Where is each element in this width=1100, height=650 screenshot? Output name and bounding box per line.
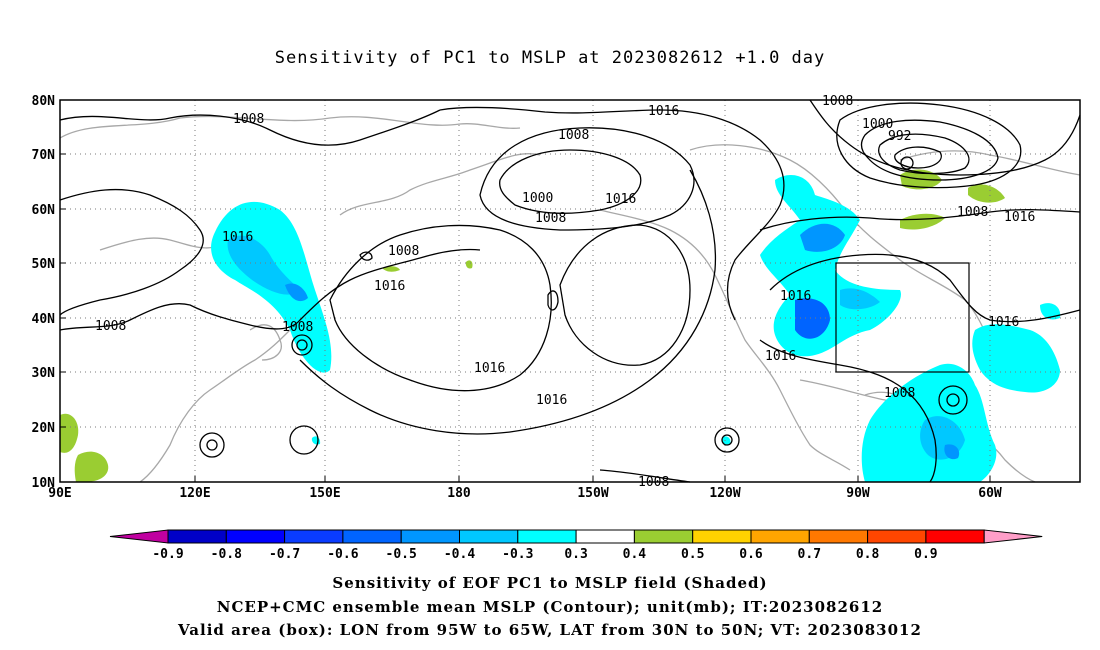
- contour-label: 1016: [988, 315, 1019, 330]
- colorbar-segment: [808, 529, 869, 544]
- colorbar-tick-label: 0.3: [564, 547, 587, 562]
- colorbar-left-triangle: [109, 529, 169, 544]
- contour-label: 1008: [535, 211, 566, 226]
- plot-area: 1008 1016 1008 1000 992 1008 1008 1000 1…: [59, 94, 1081, 490]
- colorbar-segment: [167, 529, 227, 544]
- contour-label: 1008: [282, 320, 313, 335]
- colorbar-segment: [633, 529, 694, 544]
- y-tick-label: 20N: [32, 421, 56, 436]
- colorbar-segment: [400, 529, 461, 544]
- map-title: Sensitivity of PC1 to MSLP at 2023082612…: [274, 48, 826, 68]
- valid-area-box: [835, 262, 970, 373]
- colorbar-tick-label: 0.7: [798, 547, 821, 562]
- caption-line-2: NCEP+CMC ensemble mean MSLP (Contour); u…: [216, 598, 884, 616]
- contour-label: 1016: [536, 393, 567, 408]
- contour-label: 1008: [95, 319, 126, 334]
- y-tick-label: 30N: [32, 366, 56, 381]
- colorbar-tick-label: -0.3: [502, 547, 533, 562]
- colorbar-tick-label: -0.5: [386, 547, 417, 562]
- colorbar-segment: [284, 529, 344, 544]
- caption-line-1: Sensitivity of EOF PC1 to MSLP field (Sh…: [332, 574, 768, 592]
- x-tick-label: 120W: [709, 486, 740, 501]
- colorbar-segment: [342, 529, 402, 544]
- x-axis-labels: 90E 120E 150E 180 150W 120W 90W 60W: [48, 486, 1002, 501]
- colorbar-segment: [925, 529, 985, 544]
- colorbar-labels: -0.9 -0.8 -0.7 -0.6 -0.5 -0.4 -0.3 0.3 0.4 0.5 0.6…: [152, 547, 937, 562]
- x-tick-label: 150W: [577, 486, 608, 501]
- shaded-sensitivity: [60, 169, 1061, 482]
- contour-label: 1008: [388, 244, 419, 259]
- y-tick-label: 10N: [32, 476, 56, 491]
- contour-label: 1008: [957, 205, 988, 220]
- axis-ticks: [60, 99, 991, 483]
- y-tick-label: 70N: [32, 148, 56, 163]
- colorbar-tick-label: 0.8: [856, 547, 880, 562]
- mslp-contours: [59, 99, 1081, 483]
- contour-label: 1000: [522, 191, 553, 206]
- colorbar-tick-label: -0.8: [211, 547, 242, 562]
- contour-label: 1008: [233, 112, 264, 127]
- y-tick-label: 40N: [32, 312, 56, 327]
- plot-frame: [59, 99, 1081, 483]
- contour-label: 1000: [862, 117, 893, 132]
- x-tick-label: 90W: [846, 486, 870, 501]
- colorbar-tick-label: 0.5: [681, 547, 704, 562]
- colorbar-segment: [517, 529, 577, 544]
- contour-label: 992: [888, 129, 911, 144]
- contour-label: 1016: [1004, 210, 1035, 225]
- colorbar-tick-label: 0.4: [623, 547, 647, 562]
- colorbar-segment: [459, 529, 519, 544]
- caption-line-3: Valid area (box): LON from 95W to 65W, L…: [178, 621, 922, 639]
- contour-label: 1016: [474, 361, 505, 376]
- contour-label: 1016: [780, 289, 811, 304]
- contour-label: 1008: [558, 128, 589, 143]
- contour-label-group: 1008 1016 1008 1000 992 1008 1008 1000 1…: [95, 94, 1035, 490]
- contour-label: 1016: [605, 192, 636, 207]
- colorbar-segment: [225, 529, 286, 544]
- colorbar-right-triangle: [983, 529, 1043, 544]
- colorbar-segment: [575, 529, 635, 544]
- y-tick-label: 80N: [32, 94, 56, 109]
- colorbar-tick-label: -0.7: [269, 547, 300, 562]
- x-tick-label: 180: [447, 486, 471, 501]
- colorbar: [109, 529, 1043, 544]
- contour-label: 1008: [822, 94, 853, 109]
- colorbar-tick-label: -0.9: [152, 547, 183, 562]
- colorbar-tick-label: -0.4: [444, 547, 475, 562]
- colorbar-tick-label: -0.6: [327, 547, 358, 562]
- y-tick-label: 50N: [32, 257, 56, 272]
- x-tick-label: 60W: [978, 486, 1002, 501]
- contour-label: 1016: [374, 279, 405, 294]
- colorbar-segment: [692, 529, 752, 544]
- contour-label: 1016: [765, 349, 796, 364]
- x-tick-label: 150E: [309, 486, 340, 501]
- x-tick-label: 120E: [179, 486, 210, 501]
- contour-label: 1016: [648, 104, 679, 119]
- x-tick-label: 90E: [48, 486, 71, 501]
- contour-label: 1016: [222, 230, 253, 245]
- colorbar-segment: [750, 529, 810, 544]
- y-axis-labels: 80N 70N 60N 50N 40N 30N 20N 10N: [32, 94, 56, 491]
- y-tick-label: 60N: [32, 203, 56, 218]
- colorbar-segment: [867, 529, 927, 544]
- colorbar-tick-label: 0.9: [914, 547, 937, 562]
- contour-label: 1008: [884, 386, 915, 401]
- colorbar-tick-label: 0.6: [739, 547, 763, 562]
